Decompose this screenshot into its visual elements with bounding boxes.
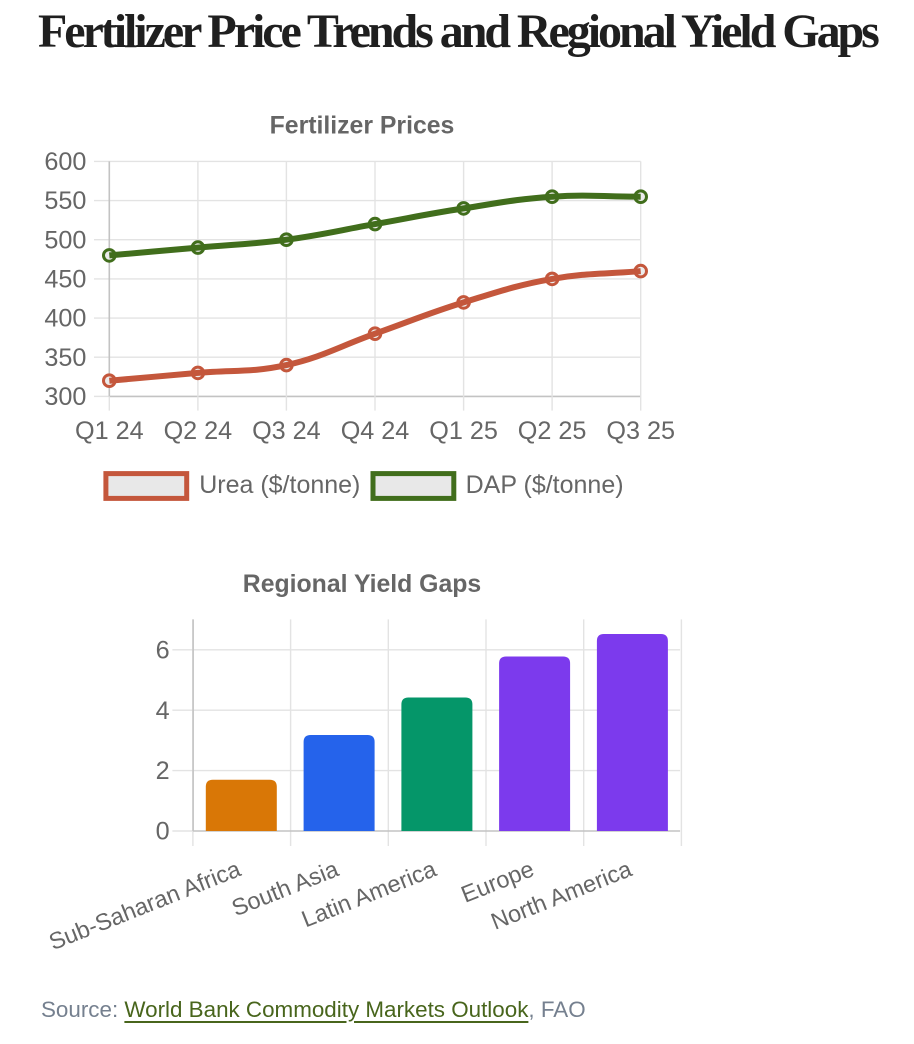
svg-text:DAP ($/tonne): DAP ($/tonne) [466,471,624,499]
svg-text:Q2 24: Q2 24 [164,417,233,445]
svg-text:350: 350 [44,344,86,372]
svg-text:Regional Yield Gaps: Regional Yield Gaps [243,571,481,598]
svg-text:Q1 24: Q1 24 [75,417,144,445]
svg-text:300: 300 [44,383,86,411]
svg-text:550: 550 [44,187,86,215]
svg-text:Q3 25: Q3 25 [606,417,675,445]
svg-text:Fertilizer Prices: Fertilizer Prices [270,113,455,140]
svg-text:450: 450 [44,266,86,294]
svg-text:Sub-Saharan Africa: Sub-Saharan Africa [45,855,245,955]
svg-text:Urea ($/tonne): Urea ($/tonne) [199,471,360,499]
svg-text:Q1 25: Q1 25 [429,417,498,445]
svg-text:Q3 24: Q3 24 [252,417,321,445]
svg-text:Q2 25: Q2 25 [518,417,587,445]
svg-text:2: 2 [156,757,170,785]
svg-text:500: 500 [44,226,86,254]
svg-text:6: 6 [156,636,170,664]
svg-text:Q4 24: Q4 24 [341,417,410,445]
svg-text:600: 600 [44,148,86,176]
svg-text:0: 0 [156,818,170,846]
svg-text:4: 4 [156,697,170,725]
svg-text:400: 400 [44,305,86,333]
